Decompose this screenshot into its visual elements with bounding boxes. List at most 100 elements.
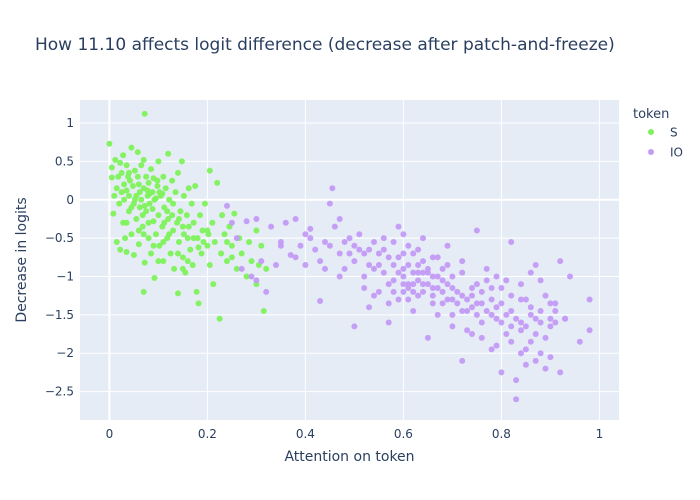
data-point-io[interactable] bbox=[405, 242, 412, 249]
data-point-io[interactable] bbox=[302, 231, 309, 238]
data-point-s[interactable] bbox=[170, 200, 177, 207]
data-point-io[interactable] bbox=[537, 277, 544, 284]
data-point-io[interactable] bbox=[258, 258, 265, 265]
data-point-io[interactable] bbox=[361, 250, 368, 257]
data-point-io[interactable] bbox=[493, 304, 500, 311]
data-point-io[interactable] bbox=[351, 258, 358, 265]
data-point-s[interactable] bbox=[185, 223, 192, 230]
data-point-io[interactable] bbox=[532, 357, 539, 364]
data-point-io[interactable] bbox=[449, 311, 456, 318]
data-point-io[interactable] bbox=[532, 261, 539, 268]
data-point-io[interactable] bbox=[366, 304, 373, 311]
data-point-io[interactable] bbox=[547, 315, 554, 322]
data-point-io[interactable] bbox=[297, 242, 304, 249]
data-point-s[interactable] bbox=[165, 150, 172, 157]
data-point-io[interactable] bbox=[522, 346, 529, 353]
legend-item-io[interactable]: IO bbox=[648, 146, 683, 160]
data-point-io[interactable] bbox=[380, 246, 387, 253]
data-point-io[interactable] bbox=[449, 273, 456, 280]
data-point-s[interactable] bbox=[166, 196, 173, 203]
data-point-s[interactable] bbox=[148, 166, 155, 173]
data-point-io[interactable] bbox=[527, 304, 534, 311]
data-point-s[interactable] bbox=[179, 265, 186, 272]
data-point-s[interactable] bbox=[189, 261, 196, 268]
data-point-io[interactable] bbox=[287, 252, 294, 259]
data-point-s[interactable] bbox=[126, 192, 132, 199]
data-point-s[interactable] bbox=[246, 238, 253, 245]
data-point-io[interactable] bbox=[385, 319, 392, 326]
data-point-s[interactable] bbox=[151, 196, 158, 203]
data-point-io[interactable] bbox=[346, 235, 353, 242]
data-point-io[interactable] bbox=[562, 315, 569, 322]
data-point-io[interactable] bbox=[527, 338, 534, 345]
data-point-s[interactable] bbox=[123, 187, 130, 194]
data-point-s[interactable] bbox=[243, 273, 250, 280]
data-point-io[interactable] bbox=[444, 281, 451, 288]
data-point-s[interactable] bbox=[166, 231, 173, 238]
data-point-io[interactable] bbox=[385, 281, 392, 288]
data-point-s[interactable] bbox=[108, 164, 115, 171]
data-point-io[interactable] bbox=[449, 285, 456, 292]
data-point-io[interactable] bbox=[415, 292, 422, 299]
data-point-io[interactable] bbox=[307, 225, 314, 232]
data-point-io[interactable] bbox=[336, 250, 343, 257]
data-point-io[interactable] bbox=[508, 238, 515, 245]
data-point-s[interactable] bbox=[128, 204, 135, 211]
data-point-io[interactable] bbox=[405, 261, 412, 268]
data-point-io[interactable] bbox=[405, 296, 412, 303]
data-point-io[interactable] bbox=[429, 292, 436, 299]
data-point-io[interactable] bbox=[410, 281, 417, 288]
data-point-io[interactable] bbox=[454, 288, 461, 295]
data-point-io[interactable] bbox=[503, 331, 510, 338]
data-point-io[interactable] bbox=[415, 269, 422, 276]
data-point-io[interactable] bbox=[518, 327, 524, 334]
data-point-io[interactable] bbox=[380, 269, 387, 276]
data-point-s[interactable] bbox=[112, 156, 119, 163]
data-point-s[interactable] bbox=[188, 200, 195, 207]
data-point-s[interactable] bbox=[123, 162, 130, 169]
data-point-s[interactable] bbox=[150, 218, 157, 225]
data-point-s[interactable] bbox=[238, 250, 245, 257]
data-point-io[interactable] bbox=[469, 285, 475, 292]
data-point-io[interactable] bbox=[518, 281, 524, 288]
data-point-s[interactable] bbox=[122, 235, 129, 242]
data-point-io[interactable] bbox=[390, 238, 397, 245]
data-point-io[interactable] bbox=[420, 269, 426, 276]
data-point-io[interactable] bbox=[459, 258, 466, 265]
data-point-io[interactable] bbox=[552, 319, 559, 326]
data-point-s[interactable] bbox=[253, 227, 260, 234]
data-point-s[interactable] bbox=[117, 246, 124, 253]
data-point-io[interactable] bbox=[557, 258, 564, 265]
data-point-io[interactable] bbox=[400, 231, 407, 238]
data-point-io[interactable] bbox=[542, 292, 549, 299]
data-point-s[interactable] bbox=[141, 202, 148, 209]
data-point-s[interactable] bbox=[193, 288, 200, 295]
data-point-io[interactable] bbox=[410, 288, 417, 295]
data-point-s[interactable] bbox=[148, 250, 155, 257]
data-point-s[interactable] bbox=[123, 219, 130, 226]
data-point-io[interactable] bbox=[341, 238, 348, 245]
data-point-s[interactable] bbox=[233, 265, 240, 272]
data-point-s[interactable] bbox=[210, 281, 217, 288]
data-point-s[interactable] bbox=[185, 185, 192, 192]
data-point-io[interactable] bbox=[429, 254, 436, 261]
data-point-s[interactable] bbox=[111, 192, 118, 199]
data-point-io[interactable] bbox=[488, 346, 495, 353]
data-point-io[interactable] bbox=[351, 323, 358, 330]
data-point-s[interactable] bbox=[139, 223, 146, 230]
data-point-s[interactable] bbox=[128, 231, 135, 238]
data-point-io[interactable] bbox=[336, 215, 343, 222]
data-point-s[interactable] bbox=[118, 169, 125, 176]
data-point-io[interactable] bbox=[459, 357, 466, 364]
data-point-s[interactable] bbox=[151, 275, 158, 282]
data-point-io[interactable] bbox=[400, 250, 407, 257]
data-point-s[interactable] bbox=[140, 288, 147, 295]
data-point-io[interactable] bbox=[434, 285, 441, 292]
data-point-s[interactable] bbox=[180, 192, 187, 199]
data-point-io[interactable] bbox=[415, 277, 422, 284]
data-point-io[interactable] bbox=[424, 281, 431, 288]
data-point-s[interactable] bbox=[108, 174, 115, 181]
data-point-io[interactable] bbox=[478, 300, 485, 307]
data-point-io[interactable] bbox=[390, 261, 397, 268]
data-point-s[interactable] bbox=[138, 162, 145, 169]
